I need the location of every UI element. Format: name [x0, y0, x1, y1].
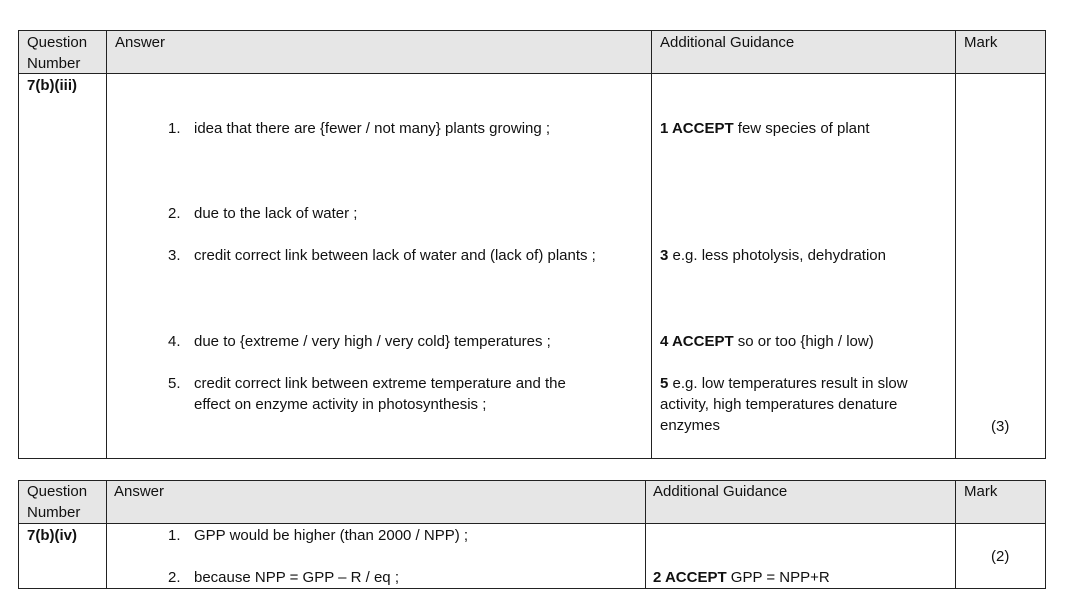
- table-header: [19, 31, 1045, 74]
- answer-item: 5.: [168, 375, 181, 392]
- header-question: Question Number: [27, 483, 88, 521]
- mark-value: (3): [991, 418, 1010, 435]
- guidance-1: 1 ACCEPT few species of plant: [660, 120, 870, 137]
- question-number: 7(b)(iv): [27, 527, 77, 544]
- question-number: 7(b)(iii): [27, 77, 77, 94]
- header-guidance: Additional Guidance: [660, 34, 795, 51]
- answer-item: 4.: [168, 333, 181, 350]
- guidance-4: 4 ACCEPT so or too {high / low): [660, 333, 874, 350]
- guidance-3: 3 e.g. less photolysis, dehydration: [660, 247, 886, 264]
- answer-item: 1.: [168, 527, 181, 544]
- header-answer: Answer: [114, 483, 165, 500]
- header-question: Question Number: [27, 34, 88, 72]
- answer-item-text: idea that there are {fewer / not many} p…: [194, 120, 551, 137]
- header-guidance: Additional Guidance: [653, 483, 788, 500]
- mark-value: (2): [991, 548, 1010, 565]
- header-mark: Mark: [964, 34, 998, 51]
- answer-item-text: credit correct link between extreme temp…: [194, 375, 566, 413]
- header-mark: Mark: [964, 483, 998, 500]
- answer-item: 1.: [168, 120, 181, 137]
- answer-item-text: because NPP = GPP – R / eq ;: [194, 569, 399, 586]
- guidance-5: 5 e.g. low temperatures result in slow ac…: [660, 375, 908, 434]
- answer-item-text: due to the lack of water ;: [194, 205, 358, 222]
- mark-scheme-table-7biii: Question Number Answer Additional Guidanc…: [18, 30, 1046, 459]
- answer-item: 3.: [168, 247, 181, 264]
- answer-item: 2.: [168, 205, 181, 222]
- guidance-2: 2 ACCEPT GPP = NPP+R: [653, 569, 830, 586]
- answer-item-text: GPP would be higher (than 2000 / NPP) ;: [194, 527, 469, 544]
- answer-item: 2.: [168, 569, 181, 586]
- mark-scheme-table-7biv: Question Number Answer Additional Guidanc…: [18, 480, 1046, 589]
- table-header: [19, 481, 1045, 524]
- header-answer: Answer: [115, 34, 166, 51]
- answer-item-text: due to {extreme / very high / very cold}…: [194, 333, 551, 350]
- answer-item-text: credit correct link between lack of wate…: [194, 247, 596, 264]
